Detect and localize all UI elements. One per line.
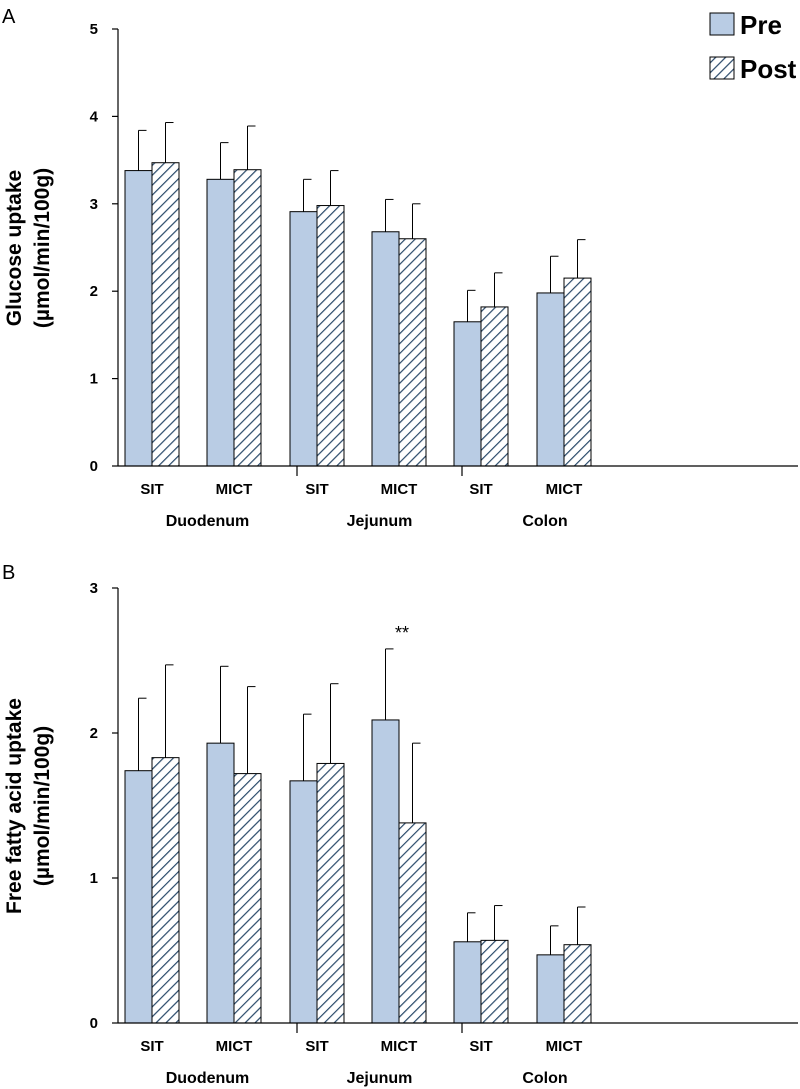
legend-swatch-post [709, 56, 735, 80]
y-axis-label-b-line2: (µmol/min/100g) [31, 726, 54, 886]
bar-pre-mict-b [206, 742, 235, 1024]
bar-pre-sit-b [453, 941, 482, 1024]
x-category-label-b: MICT [381, 1038, 418, 1055]
bar-post-sit-a [480, 306, 509, 467]
legend-label-pre: Pre [740, 10, 782, 40]
x-group-label-jejunum-a: Jejunum [347, 513, 413, 530]
bar-post-mict-a [563, 277, 592, 467]
x-category-label-b: SIT [469, 1038, 492, 1055]
legend: Pre Post [709, 10, 797, 84]
bar-post-sit-b [151, 757, 180, 1024]
bars-b [124, 648, 592, 1024]
x-group-label-colon-a: Colon [522, 513, 567, 530]
x-category-label-a: SIT [140, 481, 163, 498]
bar-pre-mict-a [206, 178, 235, 467]
bar-post-sit-a [151, 162, 180, 467]
bar-pre-mict-b [536, 954, 565, 1024]
bar-pre-sit-a [124, 170, 153, 467]
legend-label-post: Post [740, 54, 797, 84]
bar-post-mict-a [398, 238, 427, 467]
panel-a-glucose: A Glucose uptake (µmol/min/100g) 0 1 2 3 4 5 S… [2, 6, 798, 530]
bar-pre-mict-b [371, 719, 400, 1024]
bar-post-sit-a [316, 205, 345, 467]
y-tick-label-b: 0 [90, 1015, 98, 1032]
x-category-label-b: SIT [305, 1038, 328, 1055]
y-axis-label-a-line2: (µmol/min/100g) [31, 168, 54, 328]
panel-b-free-fatty-acid: B Free fatty acid uptake (µmol/min/100g)… [2, 562, 798, 1087]
y-axis-label-b-line1: Free fatty acid uptake [3, 698, 26, 914]
y-tick-label-a: 4 [90, 108, 99, 125]
axes-a [112, 28, 798, 476]
x-group-label-jejunum-b: Jejunum [347, 1070, 413, 1087]
bar-post-sit-b [316, 762, 345, 1024]
x-category-label-b: MICT [546, 1038, 583, 1055]
bar-post-mict-b [398, 822, 427, 1024]
y-tick-label-b: 3 [90, 580, 98, 597]
labels-b: 0 1 2 3 SIT MICT SIT MICT SIT MICT Duodenum Jejunum… [90, 580, 583, 1087]
y-tick-label-a: 2 [90, 283, 98, 300]
x-category-label-b: MICT [216, 1038, 253, 1055]
significance-annotation-b: ** [395, 623, 409, 643]
x-category-label-a: MICT [381, 481, 418, 498]
bars-a [124, 122, 592, 467]
y-tick-label-b: 2 [90, 725, 98, 742]
x-category-label-a: SIT [469, 481, 492, 498]
y-tick-label-a: 3 [90, 196, 98, 213]
bar-pre-sit-a [289, 211, 318, 467]
panel-letter-b: B [2, 562, 15, 584]
y-tick-label-b: 1 [90, 870, 98, 887]
y-tick-label-a: 1 [90, 371, 98, 388]
x-category-label-a: SIT [305, 481, 328, 498]
bar-post-mict-a [233, 169, 262, 467]
bar-pre-sit-b [289, 780, 318, 1024]
bar-post-sit-b [480, 939, 509, 1024]
axes-b [112, 587, 798, 1033]
panel-letter-a: A [2, 6, 16, 28]
labels-a: 0 1 2 3 4 5 SIT MICT SIT MICT SIT MICT Duodenum Jejun… [90, 21, 583, 530]
bar-post-mict-b [233, 773, 262, 1024]
legend-swatch-pre [709, 12, 735, 36]
x-group-label-duodenum-b: Duodenum [166, 1070, 250, 1087]
x-group-label-duodenum-a: Duodenum [166, 513, 250, 530]
x-category-label-a: MICT [216, 481, 253, 498]
x-group-label-colon-b: Colon [522, 1070, 567, 1087]
bar-pre-mict-a [536, 292, 565, 467]
bar-pre-sit-a [453, 321, 482, 467]
y-axis-label-a-line1: Glucose uptake [3, 170, 26, 326]
y-tick-label-a: 5 [90, 21, 98, 38]
x-category-label-b: SIT [140, 1038, 163, 1055]
x-category-label-a: MICT [546, 481, 583, 498]
y-tick-label-a: 0 [90, 458, 98, 475]
bar-pre-sit-b [124, 770, 153, 1024]
bar-post-mict-b [563, 944, 592, 1024]
bar-pre-mict-a [371, 231, 400, 467]
